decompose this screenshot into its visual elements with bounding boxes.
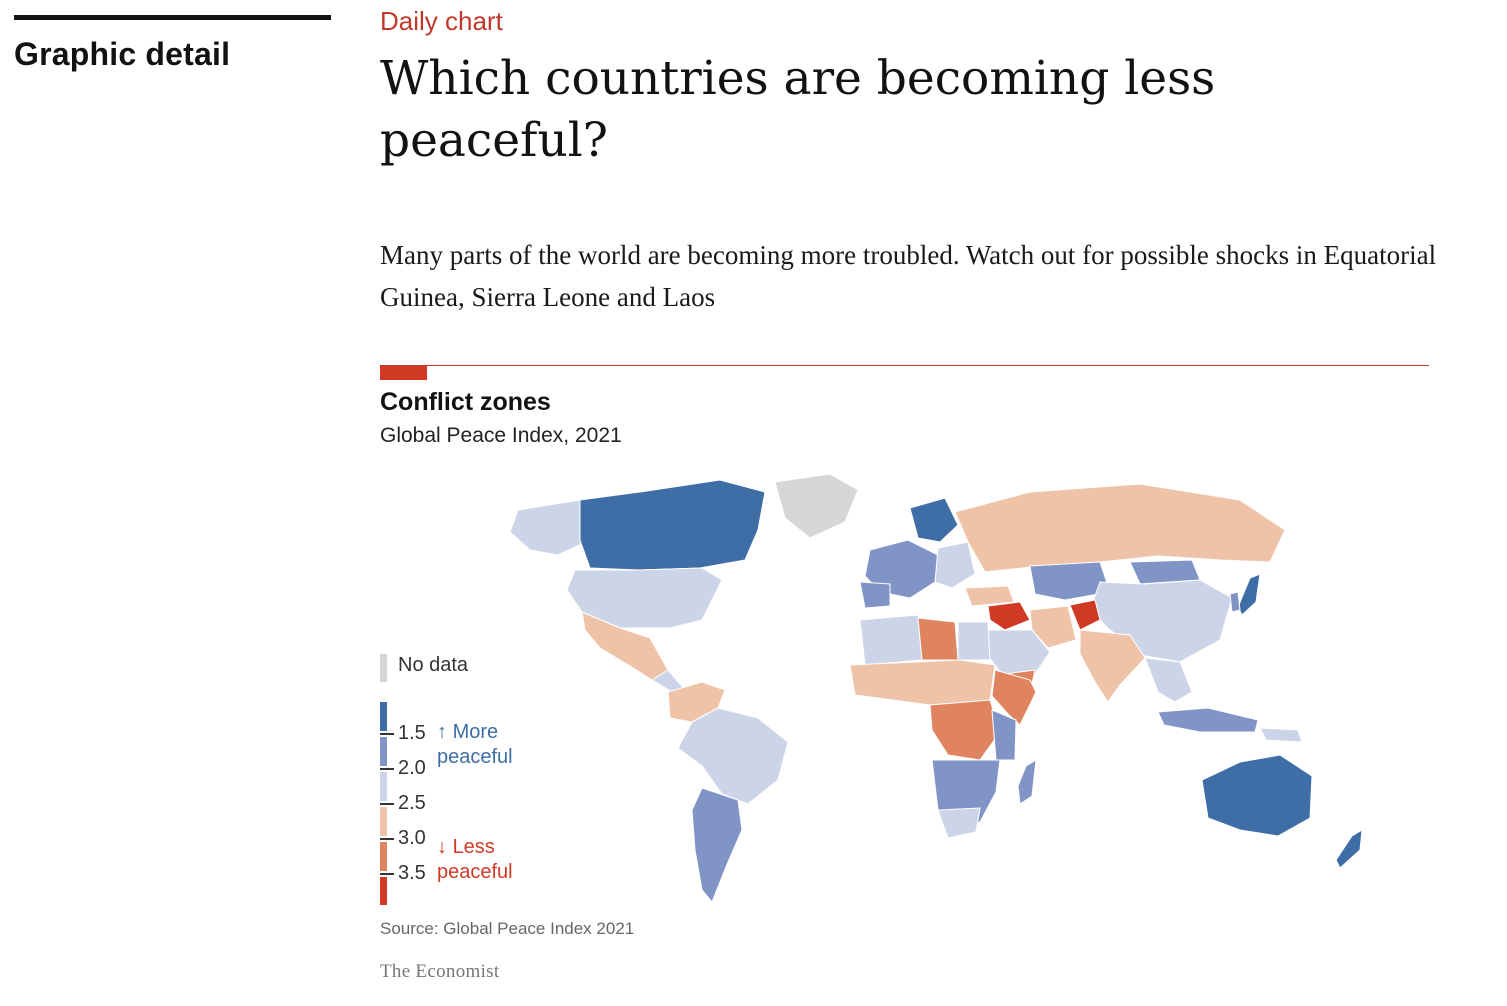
legend-bin-swatch bbox=[380, 807, 387, 836]
legend-tick-mark bbox=[380, 838, 394, 840]
article-standfirst: Many parts of the world are becoming mor… bbox=[380, 240, 1437, 312]
legend-bin-swatch bbox=[380, 702, 387, 731]
legend-tick-label: 2.5 bbox=[398, 792, 426, 814]
legend-more-peaceful-word: peaceful bbox=[437, 746, 513, 768]
chart-red-tag bbox=[380, 366, 427, 380]
region-india bbox=[1079, 629, 1146, 703]
legend-tick-label: 2.0 bbox=[398, 757, 426, 779]
legend-tick-label: 3.0 bbox=[398, 827, 426, 849]
section-rule bbox=[14, 15, 331, 20]
chart-source: Source: Global Peace Index 2021 bbox=[380, 919, 635, 938]
section-name[interactable]: Graphic detail bbox=[14, 36, 231, 72]
map-legend: No data 1.5 2.0 2.5 3.0 3.5 ↑ More peace… bbox=[378, 650, 538, 910]
legend-tick-mark bbox=[380, 768, 394, 770]
legend-more-word: More bbox=[452, 721, 499, 743]
legend-bin-swatch bbox=[380, 877, 387, 905]
chart-top-rule bbox=[380, 365, 1429, 366]
legend-bin-swatch bbox=[380, 842, 387, 871]
region-alaska bbox=[509, 499, 591, 556]
region-turkey bbox=[964, 585, 1015, 607]
legend-bin-swatch bbox=[380, 737, 387, 766]
region-korea bbox=[1229, 591, 1241, 613]
region-central-africa bbox=[929, 699, 1001, 761]
publisher-brand: The Economist bbox=[380, 961, 500, 982]
article-kicker[interactable]: Daily chart bbox=[380, 6, 503, 36]
legend-bin-swatch bbox=[380, 772, 387, 801]
region-iberia bbox=[859, 581, 891, 609]
region-egypt bbox=[957, 621, 991, 661]
region-horn-of-africa bbox=[991, 669, 1037, 726]
region-argentina-chile bbox=[691, 787, 743, 903]
legend-less-peaceful: ↓ Less peaceful bbox=[437, 835, 513, 885]
up-arrow-icon: ↑ bbox=[437, 721, 447, 743]
region-afghanistan bbox=[1069, 599, 1101, 631]
region-indonesia bbox=[1157, 707, 1259, 733]
region-papua-new-guinea bbox=[1259, 727, 1303, 743]
legend-more-peaceful: ↑ More peaceful bbox=[437, 720, 513, 770]
region-libya bbox=[917, 617, 959, 661]
legend-tick-mark bbox=[380, 873, 394, 875]
legend-tick-label: 3.5 bbox=[398, 862, 426, 884]
legend-nodata-swatch bbox=[380, 654, 387, 682]
down-arrow-icon: ↓ bbox=[437, 836, 447, 858]
region-brazil bbox=[677, 707, 789, 805]
region-greenland bbox=[774, 473, 859, 539]
region-japan bbox=[1237, 573, 1261, 616]
region-south-africa bbox=[937, 807, 981, 839]
region-nordics bbox=[909, 497, 959, 543]
legend-less-peaceful-word: peaceful bbox=[437, 861, 513, 883]
article-headline: Which countries are becoming less peacef… bbox=[380, 51, 1216, 168]
legend-less-word: Less bbox=[452, 836, 495, 858]
legend-tick-mark bbox=[380, 803, 394, 805]
chart-title: Conflict zones bbox=[380, 388, 551, 416]
region-eastern-europe bbox=[934, 541, 976, 589]
region-russia bbox=[954, 483, 1286, 573]
region-sahel bbox=[849, 659, 996, 706]
region-new-zealand bbox=[1335, 829, 1363, 869]
region-southeast-asia bbox=[1144, 657, 1193, 703]
legend-tick-label: 1.5 bbox=[398, 722, 426, 744]
region-usa bbox=[566, 567, 723, 629]
world-map bbox=[509, 473, 1363, 903]
chart-subtitle: Global Peace Index, 2021 bbox=[380, 424, 622, 447]
region-east-africa bbox=[991, 709, 1017, 761]
region-syria-iraq bbox=[987, 601, 1031, 631]
region-kazakhstan bbox=[1029, 561, 1111, 601]
region-madagascar bbox=[1017, 759, 1037, 805]
region-australia bbox=[1201, 754, 1313, 837]
region-canada bbox=[579, 479, 766, 571]
legend-nodata-label: No data bbox=[398, 654, 469, 676]
region-iran bbox=[1029, 605, 1077, 649]
legend-tick-mark bbox=[380, 733, 394, 735]
region-north-africa-west bbox=[859, 614, 923, 666]
